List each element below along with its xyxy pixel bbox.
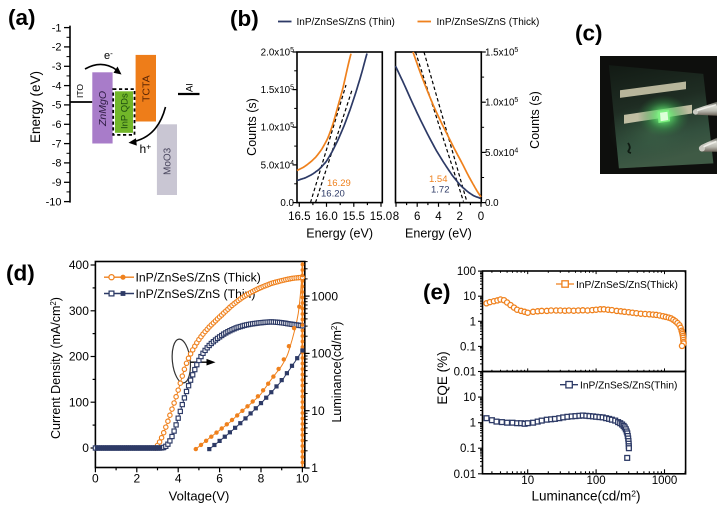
svg-text:10: 10 — [311, 404, 325, 418]
svg-text:8: 8 — [258, 472, 265, 486]
svg-text:-7: -7 — [52, 138, 62, 150]
svg-text:10: 10 — [463, 392, 476, 404]
svg-text:InP QDs: InP QDs — [120, 93, 131, 129]
svg-text:2.0x105: 2.0x105 — [261, 47, 294, 59]
svg-text:Al: Al — [185, 84, 196, 92]
svg-text:Energy (eV): Energy (eV) — [405, 227, 472, 241]
svg-text:200: 200 — [69, 350, 89, 364]
svg-text:1: 1 — [311, 461, 318, 475]
svg-text:Voltage(V): Voltage(V) — [169, 489, 230, 504]
svg-text:(e): (e) — [423, 280, 451, 305]
svg-text:-2: -2 — [52, 42, 62, 54]
svg-text:100: 100 — [457, 266, 476, 278]
svg-text:0.01: 0.01 — [454, 469, 476, 481]
svg-text:0.1: 0.1 — [460, 443, 476, 455]
svg-text:100: 100 — [69, 395, 89, 409]
svg-text:-8: -8 — [52, 158, 62, 170]
svg-text:Luminance(cd/m2): Luminance(cd/m2) — [531, 489, 640, 504]
svg-text:0: 0 — [82, 441, 89, 455]
svg-text:6: 6 — [216, 472, 223, 486]
svg-text:0.0: 0.0 — [280, 198, 294, 209]
svg-text:InP/ZnSeS/ZnS(Thick): InP/ZnSeS/ZnS(Thick) — [576, 280, 678, 291]
svg-text:InP/ZnSeS/ZnS (Thin): InP/ZnSeS/ZnS (Thin) — [136, 287, 256, 301]
svg-text:1.54: 1.54 — [429, 174, 448, 185]
svg-text:400: 400 — [69, 258, 89, 272]
svg-text:1.0x105: 1.0x105 — [261, 122, 294, 134]
svg-text:1000: 1000 — [652, 475, 678, 487]
svg-text:-10: -10 — [46, 196, 62, 208]
svg-text:0: 0 — [478, 211, 484, 223]
svg-text:-3: -3 — [52, 61, 62, 73]
svg-text:16.0: 16.0 — [315, 211, 337, 223]
svg-text:Energy (eV): Energy (eV) — [28, 71, 43, 143]
svg-text:16.29: 16.29 — [327, 178, 351, 189]
svg-text:4: 4 — [175, 472, 182, 486]
svg-text:0.01: 0.01 — [454, 367, 476, 379]
svg-text:0: 0 — [92, 472, 99, 486]
svg-text:0.0: 0.0 — [485, 198, 499, 209]
svg-text:InP/ZnSeS/ZnS(Thin): InP/ZnSeS/ZnS(Thin) — [580, 381, 677, 392]
svg-text:1: 1 — [470, 316, 476, 328]
svg-text:10: 10 — [463, 291, 476, 303]
svg-text:2: 2 — [457, 211, 463, 223]
svg-text:-9: -9 — [52, 177, 62, 189]
svg-text:Energy (eV): Energy (eV) — [306, 227, 373, 241]
svg-text:TCTA: TCTA — [141, 75, 153, 102]
svg-text:e-: e- — [104, 49, 113, 62]
svg-text:5.0x104: 5.0x104 — [261, 160, 294, 172]
svg-text:InP/ZnSeS/ZnS (Thin): InP/ZnSeS/ZnS (Thin) — [297, 17, 395, 28]
svg-text:InP/ZnSeS/ZnS (Thick): InP/ZnSeS/ZnS (Thick) — [437, 17, 540, 28]
svg-text:15.5: 15.5 — [343, 211, 365, 223]
svg-text:h+: h+ — [140, 142, 152, 157]
svg-text:-4: -4 — [52, 80, 62, 92]
svg-text:-5: -5 — [52, 100, 62, 112]
svg-text:1.5x105: 1.5x105 — [261, 85, 294, 97]
svg-text:100: 100 — [311, 347, 331, 361]
svg-text:EQE (%): EQE (%) — [435, 351, 450, 404]
svg-text:1: 1 — [470, 418, 476, 430]
svg-text:(a): (a) — [8, 5, 36, 30]
svg-text:Current Density (mA/cm2): Current Density (mA/cm2) — [49, 297, 63, 439]
svg-text:6: 6 — [414, 211, 420, 223]
svg-text:MoO3: MoO3 — [163, 147, 174, 175]
svg-text:16.20: 16.20 — [321, 189, 345, 200]
svg-text:Counts (s): Counts (s) — [245, 98, 259, 156]
svg-text:-1: -1 — [52, 22, 62, 34]
svg-text:10: 10 — [521, 475, 534, 487]
svg-text:1000: 1000 — [311, 289, 338, 303]
svg-text:1.72: 1.72 — [431, 185, 450, 196]
svg-text:16.5: 16.5 — [288, 211, 310, 223]
svg-text:(c): (c) — [575, 21, 603, 46]
svg-text:ZnMgO: ZnMgO — [97, 91, 109, 127]
svg-text:5.0x104: 5.0x104 — [485, 147, 518, 159]
svg-text:Counts (s): Counts (s) — [528, 91, 542, 149]
svg-text:Luminance(cd/m2): Luminance(cd/m2) — [330, 321, 344, 422]
svg-text:-6: -6 — [52, 119, 62, 131]
svg-text:(b): (b) — [230, 6, 259, 31]
svg-text:15.0: 15.0 — [370, 211, 392, 223]
svg-text:4: 4 — [435, 211, 442, 223]
svg-text:300: 300 — [69, 304, 89, 318]
svg-text:(d): (d) — [6, 261, 35, 286]
svg-text:ITO: ITO — [75, 84, 85, 98]
svg-text:1.0x105: 1.0x105 — [485, 97, 518, 109]
svg-text:10: 10 — [296, 472, 310, 486]
svg-text:InP/ZnSeS/ZnS (Thick): InP/ZnSeS/ZnS (Thick) — [136, 271, 261, 285]
svg-text:1.5x105: 1.5x105 — [485, 47, 518, 59]
svg-text:2: 2 — [133, 472, 140, 486]
svg-text:100: 100 — [587, 475, 606, 487]
svg-text:0.1: 0.1 — [460, 341, 476, 353]
svg-text:8: 8 — [393, 211, 399, 223]
